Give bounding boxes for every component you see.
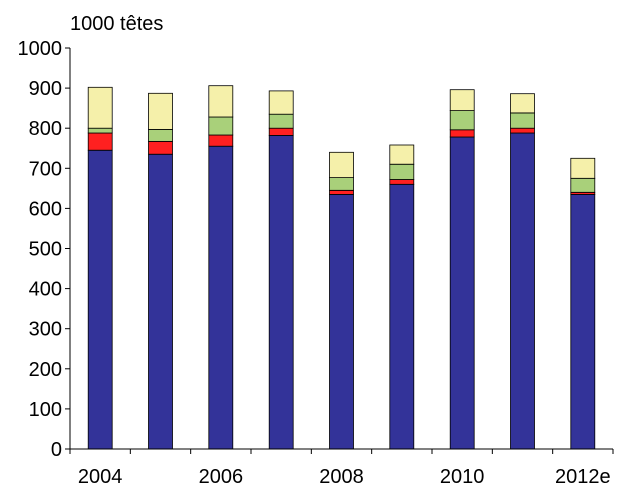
bar-2012e-segment-1 xyxy=(570,193,596,450)
bar-2010-segment-3 xyxy=(449,110,475,131)
y-tick-label: 400 xyxy=(29,279,62,301)
y-tick-label: 100 xyxy=(29,399,62,421)
bar-2011-segment-3 xyxy=(510,112,535,129)
bar-2005-segment-3 xyxy=(148,128,173,142)
y-tick-label: 300 xyxy=(29,319,62,341)
bars-group xyxy=(87,85,596,450)
bar-2009-segment-3 xyxy=(389,163,415,180)
bar-2006-segment-4 xyxy=(208,85,234,118)
bar-2011-segment-2 xyxy=(510,127,535,134)
bar-2006-segment-3 xyxy=(208,116,234,136)
bar-2011-segment-4 xyxy=(510,93,535,114)
unit-label: 1000 têtes xyxy=(70,13,163,35)
bar-2010-segment-4 xyxy=(449,89,475,111)
bar-2004-segment-2 xyxy=(87,132,113,151)
bar-2009-segment-2 xyxy=(389,179,415,185)
y-tick-label: 200 xyxy=(29,359,62,381)
y-tick-label: 700 xyxy=(29,158,62,180)
bar-2008-segment-1 xyxy=(329,193,354,450)
y-tick-label: 1000 xyxy=(18,38,63,60)
bar-2007-segment-1 xyxy=(268,134,294,450)
tick-labels-group: 0 100 200 300 400 500 600 700 800 900 1000 2004 2006… xyxy=(18,38,611,488)
x-tick-label: 2006 xyxy=(199,466,244,488)
bar-2007-segment-4 xyxy=(268,90,294,115)
bar-2006-segment-1 xyxy=(208,145,234,450)
bar-2005-segment-4 xyxy=(148,92,173,130)
bar-2009-segment-4 xyxy=(389,144,415,165)
bar-2009-segment-1 xyxy=(389,183,415,450)
bar-2008-segment-4 xyxy=(329,151,354,179)
bar-2011-segment-1 xyxy=(510,132,535,450)
bar-2005-segment-2 xyxy=(148,140,173,155)
y-tick-label: 800 xyxy=(29,118,62,140)
x-tick-label: 2008 xyxy=(319,466,364,488)
y-tick-label: 0 xyxy=(51,439,62,461)
bar-2006-segment-2 xyxy=(208,134,234,147)
bar-2008-segment-2 xyxy=(329,189,354,195)
bar-2012e-segment-3 xyxy=(570,177,596,193)
bar-2007-segment-3 xyxy=(268,113,294,129)
x-tick-label: 2010 xyxy=(440,466,485,488)
bar-2005-segment-1 xyxy=(148,153,173,450)
y-tick-label: 500 xyxy=(29,239,62,261)
bar-2010-segment-2 xyxy=(449,129,475,138)
axes-group xyxy=(65,47,614,454)
y-tick-label: 900 xyxy=(29,78,62,100)
bar-2007-segment-2 xyxy=(268,127,294,136)
bar-2004-segment-3 xyxy=(87,127,113,134)
bar-2012e-segment-4 xyxy=(570,157,596,179)
bar-2008-segment-3 xyxy=(329,177,354,191)
bar-2004-segment-1 xyxy=(87,149,113,450)
x-tick-label: 2004 xyxy=(78,466,123,488)
bar-2010-segment-1 xyxy=(449,136,475,450)
bar-2004-segment-4 xyxy=(87,86,113,129)
x-tick-label: 2012e xyxy=(555,466,611,488)
y-tick-label: 600 xyxy=(29,198,62,220)
